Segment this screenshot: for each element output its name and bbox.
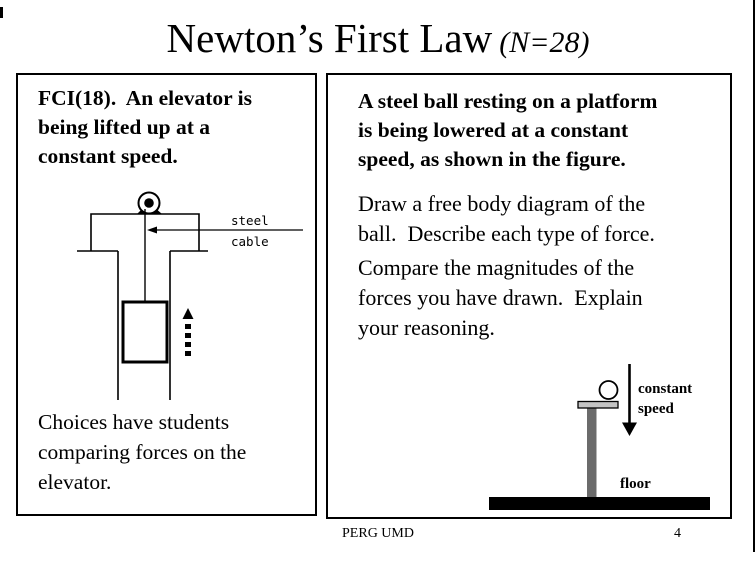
text-line: comparing forces on the bbox=[38, 440, 247, 464]
up-motion-arrow bbox=[182, 308, 194, 356]
right-task2-text: Compare the magnitudes of the forces you… bbox=[358, 253, 643, 343]
footer-organization: PERG UMD bbox=[342, 526, 414, 541]
steel-ball bbox=[598, 380, 619, 400]
text-line: your reasoning. bbox=[358, 315, 495, 340]
text-line: constant speed. bbox=[38, 144, 178, 168]
text-line: elevator. bbox=[38, 470, 112, 494]
text-line: Choices have students bbox=[38, 410, 230, 434]
left-panel: FCI(18). An elevator is being lifted up … bbox=[16, 73, 317, 516]
cable-pointer-arrow bbox=[147, 226, 303, 234]
platform bbox=[577, 400, 619, 409]
text-line: being lifted up at a bbox=[38, 115, 211, 139]
pulley-axle bbox=[144, 198, 154, 208]
floor-bar bbox=[489, 497, 710, 510]
left-note-text: Choices have students comparing forces o… bbox=[38, 407, 246, 497]
right-task1-text: Draw a free body diagram of the ball. De… bbox=[358, 189, 655, 249]
text-line: is being lowered at a constant bbox=[358, 118, 629, 142]
text-line: A steel ball resting on a platform bbox=[358, 89, 658, 113]
screen-edge-artifact-left bbox=[0, 7, 3, 18]
arrow-label-line2: speed bbox=[638, 401, 674, 417]
text-line: speed, as shown in the figure. bbox=[358, 147, 626, 171]
title-sample-size: (N=28) bbox=[499, 26, 590, 59]
right-panel: A steel ball resting on a platform is be… bbox=[326, 73, 732, 519]
text-line: Compare the magnitudes of the bbox=[358, 255, 635, 280]
floor-label: floor bbox=[620, 476, 651, 492]
arrow-label-line1: constant bbox=[638, 381, 692, 397]
shaft-head-outline bbox=[77, 213, 208, 252]
shaft-walls bbox=[117, 251, 171, 400]
cable-label-line2: cable bbox=[231, 234, 269, 249]
text-line: forces you have drawn. Explain bbox=[358, 285, 643, 310]
footer-page-number: 4 bbox=[674, 526, 681, 541]
text-line: ball. Describe each type of force. bbox=[358, 221, 655, 246]
down-motion-arrow bbox=[622, 364, 637, 436]
cable-label-line1: steel bbox=[231, 213, 269, 228]
elevator-diagram: steel cable bbox=[77, 191, 303, 400]
elevator-car bbox=[121, 300, 169, 364]
text-line: FCI(18). An elevator is bbox=[38, 86, 252, 110]
support-post bbox=[587, 407, 597, 497]
screen-edge-line-right bbox=[753, 0, 755, 552]
left-prompt-text: FCI(18). An elevator is being lifted up … bbox=[38, 84, 252, 171]
title-text: Newton’s First Law bbox=[166, 15, 493, 61]
ball-platform-diagram: constant speed floor bbox=[489, 364, 710, 510]
right-prompt-text: A steel ball resting on a platform is be… bbox=[358, 87, 657, 174]
text-line: Draw a free body diagram of the bbox=[358, 191, 646, 216]
slide-title: Newton’s First Law (N=28) bbox=[0, 14, 756, 62]
